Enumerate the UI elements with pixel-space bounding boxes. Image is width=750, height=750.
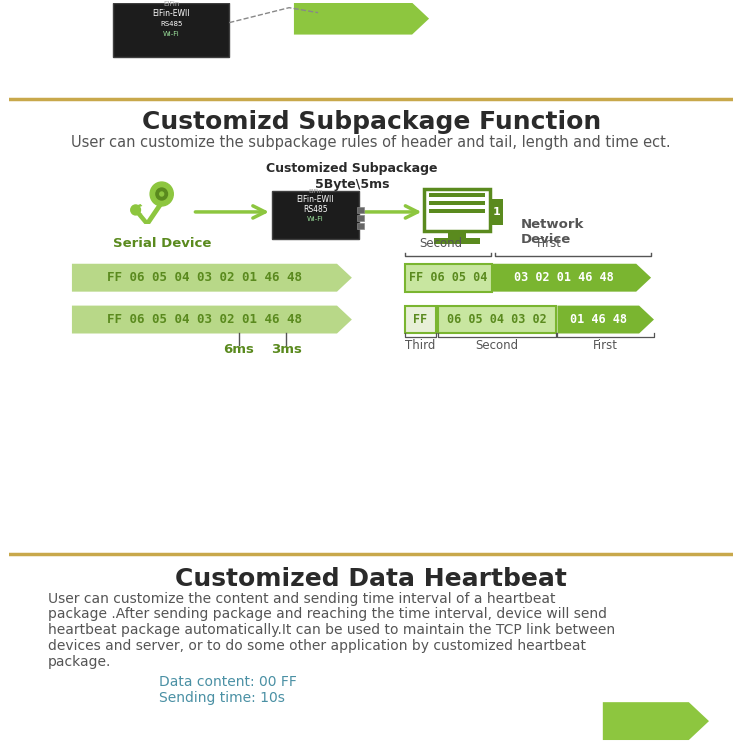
Circle shape xyxy=(156,188,167,200)
Text: ElFin: ElFin xyxy=(308,189,322,194)
Polygon shape xyxy=(557,305,654,334)
Polygon shape xyxy=(72,264,352,292)
Text: Customizd Subpackage Function: Customizd Subpackage Function xyxy=(142,110,601,134)
Text: Customized Data Heartbeat: Customized Data Heartbeat xyxy=(176,566,567,590)
Text: FF: FF xyxy=(413,313,428,326)
Text: RS485: RS485 xyxy=(160,20,182,26)
FancyBboxPatch shape xyxy=(357,207,364,213)
Text: Wi-Fi: Wi-Fi xyxy=(307,216,323,222)
FancyBboxPatch shape xyxy=(438,305,556,334)
Polygon shape xyxy=(72,305,352,334)
Text: First: First xyxy=(593,340,618,352)
Text: Network
Device: Network Device xyxy=(520,217,584,246)
Text: package.: package. xyxy=(48,656,111,669)
Text: 01 46 48: 01 46 48 xyxy=(570,313,627,326)
Text: heartbeat package automatically.It can be used to maintain the TCP link between: heartbeat package automatically.It can b… xyxy=(48,623,615,638)
FancyBboxPatch shape xyxy=(272,191,358,238)
Text: Sending time: 10s: Sending time: 10s xyxy=(159,692,285,705)
Text: Serial Device: Serial Device xyxy=(112,237,211,250)
Text: 06 05 04 03 02: 06 05 04 03 02 xyxy=(447,313,547,326)
Text: 5Byte\5ms: 5Byte\5ms xyxy=(314,178,389,190)
Text: 3ms: 3ms xyxy=(271,344,302,356)
FancyBboxPatch shape xyxy=(429,201,485,205)
Text: User can customize the subpackage rules of header and tail, length and time ect.: User can customize the subpackage rules … xyxy=(71,135,671,150)
Text: FF 06 05 04 03 02 01 46 48: FF 06 05 04 03 02 01 46 48 xyxy=(107,313,302,326)
Text: Wi-Fi: Wi-Fi xyxy=(163,31,180,37)
FancyBboxPatch shape xyxy=(429,193,485,197)
Text: FF 06 05 04 03 02 01 46 48: FF 06 05 04 03 02 01 46 48 xyxy=(107,272,302,284)
FancyBboxPatch shape xyxy=(405,264,492,292)
Text: First: First xyxy=(537,237,562,250)
FancyBboxPatch shape xyxy=(113,3,230,58)
Text: ElFin: ElFin xyxy=(164,1,179,7)
Text: Data content: 00 FF: Data content: 00 FF xyxy=(159,675,297,689)
Text: RS485: RS485 xyxy=(303,205,328,214)
Circle shape xyxy=(160,192,164,196)
Polygon shape xyxy=(130,210,142,216)
Text: 6ms: 6ms xyxy=(224,344,254,356)
Text: package .After sending package and reaching the time interval, device will send: package .After sending package and reach… xyxy=(48,608,607,622)
FancyBboxPatch shape xyxy=(490,199,503,225)
Polygon shape xyxy=(133,210,150,224)
Text: ElFin-EWll: ElFin-EWll xyxy=(152,9,190,18)
FancyBboxPatch shape xyxy=(357,223,364,229)
FancyBboxPatch shape xyxy=(429,209,485,213)
Circle shape xyxy=(130,205,140,215)
Text: 03 02 01 46 48: 03 02 01 46 48 xyxy=(514,272,614,284)
FancyBboxPatch shape xyxy=(448,230,466,238)
Text: 1: 1 xyxy=(493,207,500,217)
Text: User can customize the content and sending time interval of a heartbeat: User can customize the content and sendi… xyxy=(48,592,555,605)
FancyBboxPatch shape xyxy=(405,305,436,334)
Text: Third: Third xyxy=(405,340,436,352)
Text: Customized Subpackage: Customized Subpackage xyxy=(266,161,437,175)
Circle shape xyxy=(150,182,173,206)
FancyBboxPatch shape xyxy=(357,215,364,221)
Text: devices and server, or to do some other application by customized heartbeat: devices and server, or to do some other … xyxy=(48,639,586,653)
Polygon shape xyxy=(603,702,709,740)
FancyBboxPatch shape xyxy=(434,238,480,244)
Text: FF 06 05 04: FF 06 05 04 xyxy=(410,272,488,284)
Text: Second: Second xyxy=(419,237,462,250)
Text: Second: Second xyxy=(475,340,518,352)
Polygon shape xyxy=(130,204,142,210)
Polygon shape xyxy=(144,204,164,224)
Text: ElFin-EWll: ElFin-EWll xyxy=(296,195,334,204)
Polygon shape xyxy=(492,264,651,292)
FancyBboxPatch shape xyxy=(424,189,490,231)
Polygon shape xyxy=(294,3,429,34)
